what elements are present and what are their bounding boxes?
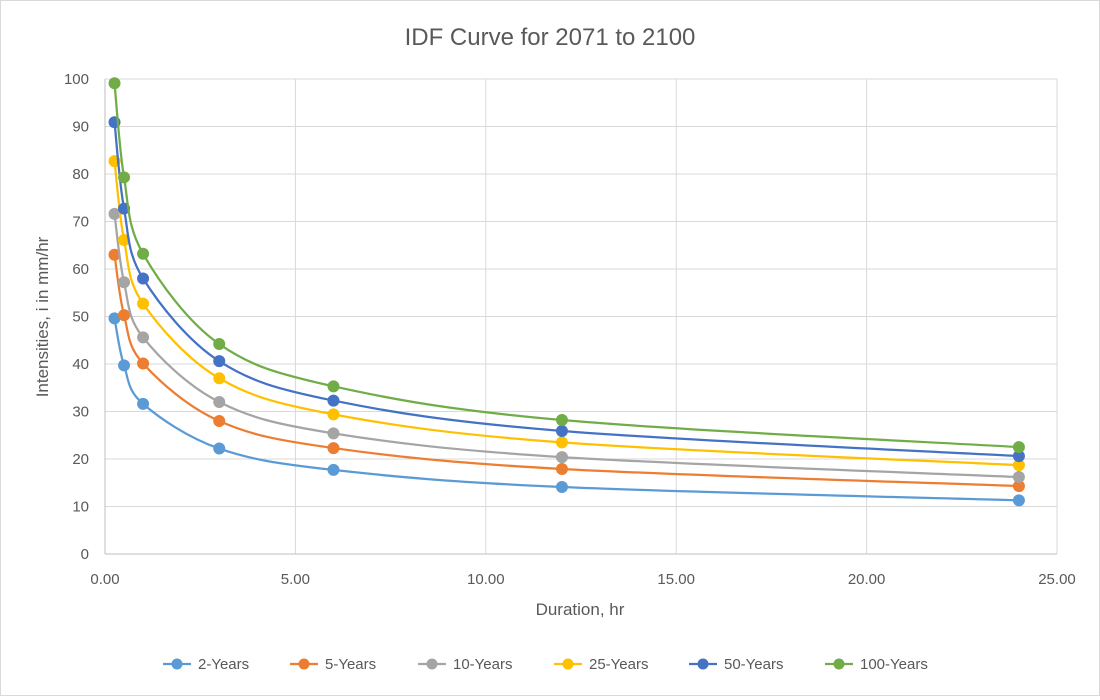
series-line [113,83,1019,449]
legend-label: 10-Years [453,656,513,673]
y-tick-label: 80 [72,166,89,183]
series-50-Years [108,116,1025,463]
data-point [327,442,340,455]
series-100-Years [108,77,1025,454]
chart-title: IDF Curve for 2071 to 2100 [405,24,696,51]
legend-swatch-marker [298,658,310,670]
y-tick-label: 30 [72,404,89,421]
x-axis-title: Duration, hr [536,600,625,619]
legend-swatch-marker [833,658,845,670]
y-tick-label: 70 [72,214,89,231]
y-tick-label: 0 [81,546,89,563]
data-point [137,397,150,410]
legend-label: 2-Years [198,656,249,673]
series-line [113,318,1019,502]
legend-label: 100-Years [860,656,928,673]
y-tick-label: 40 [72,356,89,373]
data-point [555,481,568,494]
data-point [555,462,568,475]
y-tick-label: 100 [64,71,89,88]
legend-label: 25-Years [589,656,649,673]
x-tick-label: 25.00 [1038,571,1076,588]
data-point [555,436,568,449]
legend: 2-Years 5-Years 10-Years 25-Years 50-Years 10… [163,656,928,673]
data-point [327,380,340,393]
plot-series [108,77,1025,507]
data-point [118,309,131,322]
data-point [137,357,150,370]
series-2-Years [108,312,1025,507]
series-10-Years [108,207,1025,484]
axes: 0 10 20 30 40 50 60 70 80 90 100 0.00 5.00 10.00 15.00… [64,71,1076,588]
data-point [213,415,226,427]
data-point [1012,471,1025,484]
x-tick-label: 20.00 [848,571,886,588]
y-axis-title: Intensities, i in mm/hr [33,236,52,397]
data-point [118,171,131,184]
y-tick-label: 20 [72,451,89,468]
data-point [327,408,340,421]
data-point [118,276,131,289]
data-point [327,427,340,440]
series-line [113,213,1019,479]
legend-swatch-marker [171,658,183,670]
data-point [555,424,568,437]
legend-item: 50-Years [689,656,784,673]
data-point [213,442,226,455]
gridlines [105,78,1058,554]
series-line [113,254,1019,488]
series-line [113,161,1019,467]
series-line [113,122,1019,458]
data-point [555,451,568,464]
x-tick-label: 0.00 [90,571,119,588]
legend-item: 5-Years [290,656,376,673]
legend-item: 25-Years [554,656,649,673]
data-point [555,414,568,427]
legend-label: 50-Years [724,656,784,673]
legend-item: 10-Years [418,656,513,673]
data-point [118,359,131,372]
legend-swatch-marker [562,658,574,670]
data-point [213,338,226,351]
x-tick-label: 15.00 [657,571,695,588]
data-point [213,372,226,385]
y-tick-label: 50 [72,309,89,326]
data-point [137,272,150,285]
legend-swatch-marker [426,658,438,670]
data-point [327,394,340,407]
y-tick-label: 90 [72,119,89,136]
data-point [1012,494,1025,507]
data-point [137,297,150,310]
data-point [108,77,121,90]
y-tick-label: 60 [72,261,89,278]
data-point [213,355,226,368]
x-tick-label: 10.00 [467,571,505,588]
legend-label: 5-Years [325,656,376,673]
legend-swatch-marker [697,658,709,670]
x-tick-label: 5.00 [281,571,310,588]
legend-item: 2-Years [163,656,249,673]
data-point [137,331,150,344]
legend-item: 100-Years [825,656,928,673]
data-point [327,463,340,476]
y-tick-label: 10 [72,499,89,516]
data-point [1012,441,1025,454]
data-point [213,396,226,408]
series-5-Years [108,248,1025,493]
data-point [137,247,150,260]
